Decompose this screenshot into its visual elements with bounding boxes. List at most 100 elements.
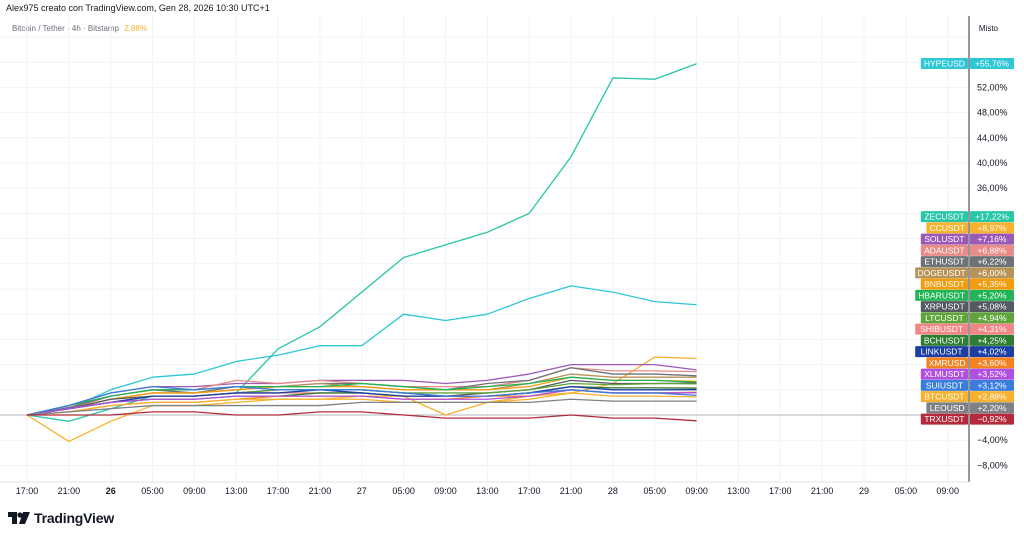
tag-trxusdt[interactable]: TRXUSDT −0,92%	[920, 413, 1014, 425]
tag-ltcusdt[interactable]: LTCUSDT +4,94%	[920, 312, 1014, 324]
tag-name-bg	[920, 58, 968, 69]
tag-name-bg	[915, 289, 968, 301]
tag-name: ETHUSDT	[924, 257, 964, 267]
tag-value-bg	[970, 211, 1014, 223]
x-tick-label: 27	[357, 486, 367, 496]
x-tick-label: 21:00	[58, 486, 81, 496]
x-tick-label: 17:00	[267, 486, 290, 496]
tag-name-bg	[920, 413, 968, 425]
tag-name-bg	[926, 222, 968, 234]
tradingview-logo-text: TradingView	[34, 510, 115, 526]
tag-value-bg	[970, 278, 1014, 290]
x-tick-label: 09:00	[183, 486, 206, 496]
y-tick-label: −4,00%	[977, 435, 1008, 445]
tag-suiusdt[interactable]: SUIUSDT +3,12%	[920, 379, 1014, 391]
series-lines	[26, 63, 697, 443]
time-axis: 17:00 21:00 26 05:00 09:00 13:00 17:00 21:00 27 0…	[16, 486, 959, 496]
tag-bchusdt[interactable]: BCHUSDT +4,25%	[920, 334, 1014, 346]
x-tick-label: 29	[859, 486, 869, 496]
tag-adausdt[interactable]: ADAUSDT +6,88%	[920, 244, 1014, 256]
tag-value: +6,00%	[977, 268, 1007, 278]
chart-credit: Alex975 creato con TradingView.com, Gen …	[6, 3, 270, 13]
tag-name: SOLUSDT	[924, 234, 964, 244]
tag-name-bg	[920, 256, 968, 268]
tag-value-bg	[970, 413, 1014, 425]
tag-name: SUIUSDT	[926, 380, 963, 390]
tag-name: DOGEUSDT	[918, 268, 966, 278]
tag-name: HYPEUSD	[924, 59, 965, 69]
y-tick-label: 40,00%	[977, 158, 1008, 168]
tag-value: +2,20%	[977, 403, 1007, 413]
tag-value-bg	[970, 346, 1014, 358]
x-tick-label: 17:00	[518, 486, 541, 496]
series-line-hbarusdt	[26, 376, 697, 416]
tag-leousd[interactable]: LEOUSD +2,20%	[926, 402, 1014, 414]
tradingview-logo[interactable]: TradingView	[8, 510, 114, 526]
tag-value-bg	[970, 301, 1014, 313]
tag-name-bg	[915, 346, 968, 358]
tag-name-bg	[926, 357, 968, 369]
tag-value-bg	[970, 233, 1014, 245]
tag-ccusdt[interactable]: CCUSDT +8,97%	[926, 222, 1014, 234]
tag-xrpusdt[interactable]: XRPUSDT +5,08%	[920, 301, 1014, 313]
tag-value: +4,31%	[977, 324, 1007, 334]
tag-value: +3,60%	[977, 358, 1007, 368]
tag-value: +7,16%	[977, 234, 1007, 244]
tag-name-bg	[920, 278, 968, 290]
tag-name: XRPUSDT	[924, 302, 965, 312]
x-tick-label: 26	[106, 486, 116, 496]
tag-btcusdt[interactable]: BTCUSDT +2,88%	[920, 391, 1014, 403]
chart-canvas[interactable]: 52,00% 48,00% 44,00% 40,00% 36,00% −4,00% −8,0…	[0, 0, 1024, 505]
tag-value-bg	[970, 402, 1014, 414]
tag-dogeusdt[interactable]: DOGEUSDT +6,00%	[915, 267, 1014, 279]
tag-name-bg	[920, 301, 968, 313]
tag-value-bg	[970, 222, 1014, 234]
symbol-pct: 2,88%	[124, 24, 147, 33]
tag-name: XLMUSDT	[924, 369, 965, 379]
x-tick-label: 09:00	[685, 486, 708, 496]
series-line-suiusdt	[26, 385, 697, 416]
tag-value: +5,35%	[977, 279, 1007, 289]
price-axis: 52,00% 48,00% 44,00% 40,00% 36,00% −4,00% −8,0…	[977, 82, 1008, 470]
tag-value-bg	[970, 334, 1014, 346]
tag-name-bg	[920, 233, 968, 245]
tag-shibusdt[interactable]: SHIBUSDT +4,31%	[915, 323, 1014, 335]
tag-hbarusdt[interactable]: HBARUSDT +5,20%	[915, 289, 1014, 301]
tag-name-bg	[920, 211, 968, 223]
tag-solusdt[interactable]: SOLUSDT +7,16%	[920, 233, 1014, 245]
tag-name: XMRUSD	[929, 358, 966, 368]
tag-name: ZECUSDT	[924, 212, 964, 222]
tag-zecusdt[interactable]: ZECUSDT +17,22%	[920, 211, 1014, 223]
tag-ethusdt[interactable]: ETHUSDT +6,22%	[920, 256, 1014, 268]
tag-name: ADAUSDT	[924, 245, 965, 255]
tag-value-bg	[970, 323, 1014, 335]
tag-hypeusd[interactable]: HYPEUSD +55,76%	[920, 58, 1014, 69]
tag-linkusdt[interactable]: LINKUSDT +4,02%	[915, 346, 1014, 358]
tag-value-bg	[970, 256, 1014, 268]
tag-name: LINKUSDT	[921, 347, 963, 357]
tag-name: BNBUSDT	[924, 279, 965, 289]
series-line-trxusdt	[27, 411, 697, 422]
x-tick-label: 13:00	[476, 486, 499, 496]
tag-name: CCUSDT	[929, 223, 964, 233]
tag-value-bg	[970, 267, 1014, 279]
series-line-hypeusd	[26, 285, 697, 416]
x-tick-label: 21:00	[560, 486, 583, 496]
tag-name-bg	[915, 267, 968, 279]
tag-xlmusdt[interactable]: XLMUSDT +3,52%	[920, 368, 1014, 380]
scale-mode-button[interactable]: Misto	[978, 24, 998, 33]
y-tick-label: −8,00%	[977, 460, 1008, 470]
x-tick-label: 09:00	[936, 486, 959, 496]
tag-bnbusdt[interactable]: BNBUSDT +5,35%	[920, 278, 1014, 290]
x-tick-label: 28	[608, 486, 618, 496]
tag-value: +3,52%	[977, 369, 1007, 379]
symbol-title[interactable]: Bitcoin / Tether · 4h · Bitstamp 2,88%	[12, 24, 147, 33]
tag-name-bg	[920, 244, 968, 256]
tag-name-bg	[915, 323, 968, 335]
tag-name-bg	[920, 368, 968, 380]
tag-xmrusd[interactable]: XMRUSD +3,60%	[926, 357, 1014, 369]
tag-value-bg	[970, 379, 1014, 391]
tag-value: +5,08%	[977, 302, 1007, 312]
tag-name: LEOUSD	[930, 403, 965, 413]
tag-value: +4,25%	[977, 335, 1007, 345]
